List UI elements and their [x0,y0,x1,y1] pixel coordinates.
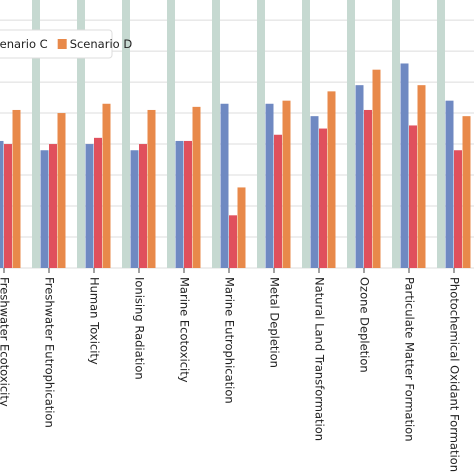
bar [302,0,310,268]
x-tick-label: Natural Land Transformation [313,277,327,441]
x-tick-label: Photochemical Oxidant Formation [448,277,462,472]
bar [437,0,445,268]
x-tick-label: Metal Depletion [268,277,282,368]
bar [355,85,364,268]
bar [454,150,462,268]
bar [257,0,265,268]
bar [40,150,49,268]
bar [220,103,229,268]
x-tick-label: Human Toxicity [88,277,102,365]
bar [102,103,111,268]
x-tick-label: Ozone Depletion [358,277,372,373]
x-tick-label: Marine Eutrophication [223,277,237,404]
bar [32,0,40,268]
bar [462,116,471,268]
x-tick-label: Ionising Radiation [133,277,147,380]
bar [147,109,156,268]
bar [409,125,417,268]
bar [319,128,327,268]
bar [175,140,184,268]
x-axis: Freshwater Ecotoxicity Freshwater Eutroph… [0,268,462,472]
bar [4,144,12,268]
bar [192,106,201,268]
legend-label: Scenario C [0,37,48,51]
bar [0,140,4,268]
legend-swatch [57,39,67,49]
bar [167,0,175,268]
bar [184,140,192,268]
bar [85,144,94,268]
bar [310,116,319,268]
bar [327,91,336,268]
bar [57,113,66,268]
bar [347,0,355,268]
bar [274,134,282,268]
bar [400,63,409,268]
bar [12,109,21,268]
bars [0,0,471,268]
bar [364,109,372,268]
bar [139,144,147,268]
bar [392,0,400,268]
bar [130,150,139,268]
bar [49,144,57,268]
legend-label: Scenario D [70,37,133,51]
bar [122,0,130,268]
legend-box [0,29,113,59]
bar [282,100,291,268]
bar [77,0,85,268]
x-tick-label: Freshwater Ecotoxicity [0,277,12,407]
bar [265,103,274,268]
x-tick-label: Marine Ecotoxicity [178,277,192,383]
x-tick-label: Particulate Matter Formation [403,277,417,441]
bar [417,85,426,268]
bar [212,0,220,268]
bar [94,137,102,268]
bar [445,100,454,268]
bar [229,215,237,268]
legend: Scenario C Scenario D [0,29,133,59]
bar [237,187,246,268]
x-tick-label: Freshwater Eutrophication [43,277,57,428]
bar [372,69,381,268]
